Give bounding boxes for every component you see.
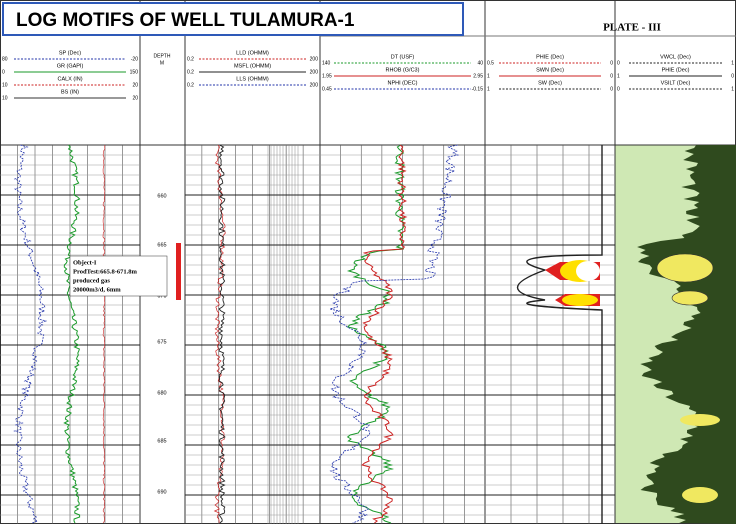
test-interval [176, 243, 181, 300]
sw-curve [516, 145, 603, 524]
scale-left: 0.2 [187, 56, 194, 62]
plate-label: PLATE - III [603, 22, 661, 34]
annotation-line: ProdTest:665.8-671.8m [73, 268, 138, 275]
calx-curve [102, 144, 106, 524]
scale-left: 140 [322, 60, 331, 66]
nphi-curve [329, 144, 460, 524]
curve-name: VSILT (Dec) [661, 80, 691, 86]
depth-label: 685 [157, 438, 166, 444]
annotation-line: produced gas [73, 277, 110, 284]
scale-left: 1 [487, 86, 490, 92]
shale-fill [637, 145, 736, 524]
curve-name: RHOB (G/C3) [386, 67, 420, 73]
depth-label: 675 [157, 339, 166, 345]
porosity-fill [680, 414, 720, 426]
scale-right: 0 [610, 60, 613, 66]
lld-curve [213, 144, 226, 523]
curve-name: GR (GAPI) [57, 63, 84, 69]
scale-left: 10 [2, 95, 8, 101]
curve-name: PHIE (Dec) [536, 54, 564, 60]
gr-curve [63, 144, 81, 524]
curve-name: CALX (IN) [57, 76, 82, 82]
scale-right: -0.15 [472, 86, 484, 92]
curve-name: LLS (OHMM) [236, 76, 269, 82]
porosity-fill [656, 253, 714, 283]
scale-right: 40 [477, 60, 483, 66]
scale-left: 0.2 [187, 69, 194, 75]
scale-left: 0.45 [322, 86, 332, 92]
depth-unit: M [160, 60, 164, 66]
scale-left: 0.2 [187, 82, 194, 88]
scale-right: 1 [731, 86, 734, 92]
curve-name: SP (Dec) [59, 50, 81, 56]
curve-name: VWCL (Dec) [660, 54, 691, 60]
gas-fill [562, 294, 598, 306]
scale-right: 20 [132, 82, 138, 88]
msfl-curve [217, 144, 226, 524]
scale-right: 2.95 [473, 73, 483, 79]
scale-right: 150 [130, 69, 139, 75]
scale-right: 200 [310, 56, 319, 62]
scale-right: 0 [610, 86, 613, 92]
scale-left: 80 [2, 56, 8, 62]
scale-left: 0 [617, 86, 620, 92]
scale-left: 1 [617, 73, 620, 79]
scale-right: 0 [731, 73, 734, 79]
curve-name: SW (Dec) [538, 80, 562, 86]
scale-right: 0 [610, 73, 613, 79]
scale-left: 0 [2, 69, 5, 75]
scale-left: 1 [487, 73, 490, 79]
annotation: Object-I ProdTest:665.8-671.8m produced ga… [69, 255, 168, 297]
depth-label: 665 [157, 242, 166, 248]
rhob-curve [361, 144, 408, 524]
depth-label: 670 [157, 293, 166, 299]
scale-left: 10 [2, 82, 8, 88]
dt-curve [346, 144, 406, 524]
curve-name: PHIE (Dec) [662, 67, 690, 73]
scale-right: 20 [132, 95, 138, 101]
depth-label: 680 [157, 390, 166, 396]
scale-left: 0.5 [487, 60, 494, 66]
curve-name: LLD (OHMM) [236, 50, 269, 56]
annotation-box [69, 255, 168, 297]
curve-name: DT (USF) [391, 54, 415, 60]
annotation-line: 20000m3/d, 6mm [73, 286, 121, 293]
sp-curve [13, 144, 48, 524]
scale-left: 1.95 [322, 73, 332, 79]
curve-name: SWN (Dec) [536, 67, 564, 73]
curve-name: NPHI (DEC) [388, 80, 418, 86]
porosity-fill [671, 290, 709, 306]
title: LOG MOTIFS OF WELL TULAMURA-1 [2, 2, 464, 36]
scale-right: 200 [310, 82, 319, 88]
scale-right: -20 [131, 56, 138, 62]
annotation-line: Object-I [73, 259, 97, 266]
scale-right: 1 [731, 60, 734, 66]
scale-left: 0 [617, 60, 620, 66]
depth-label: 690 [157, 489, 166, 495]
gas-fill [576, 261, 600, 281]
curve-name: MSFL (OHMM) [234, 63, 271, 69]
depth-title: DEPTH [154, 53, 171, 59]
scale-right: 200 [310, 69, 319, 75]
curve-name: BS (IN) [61, 89, 79, 95]
depth-label: 660 [157, 193, 166, 199]
porosity-fill [682, 487, 718, 503]
